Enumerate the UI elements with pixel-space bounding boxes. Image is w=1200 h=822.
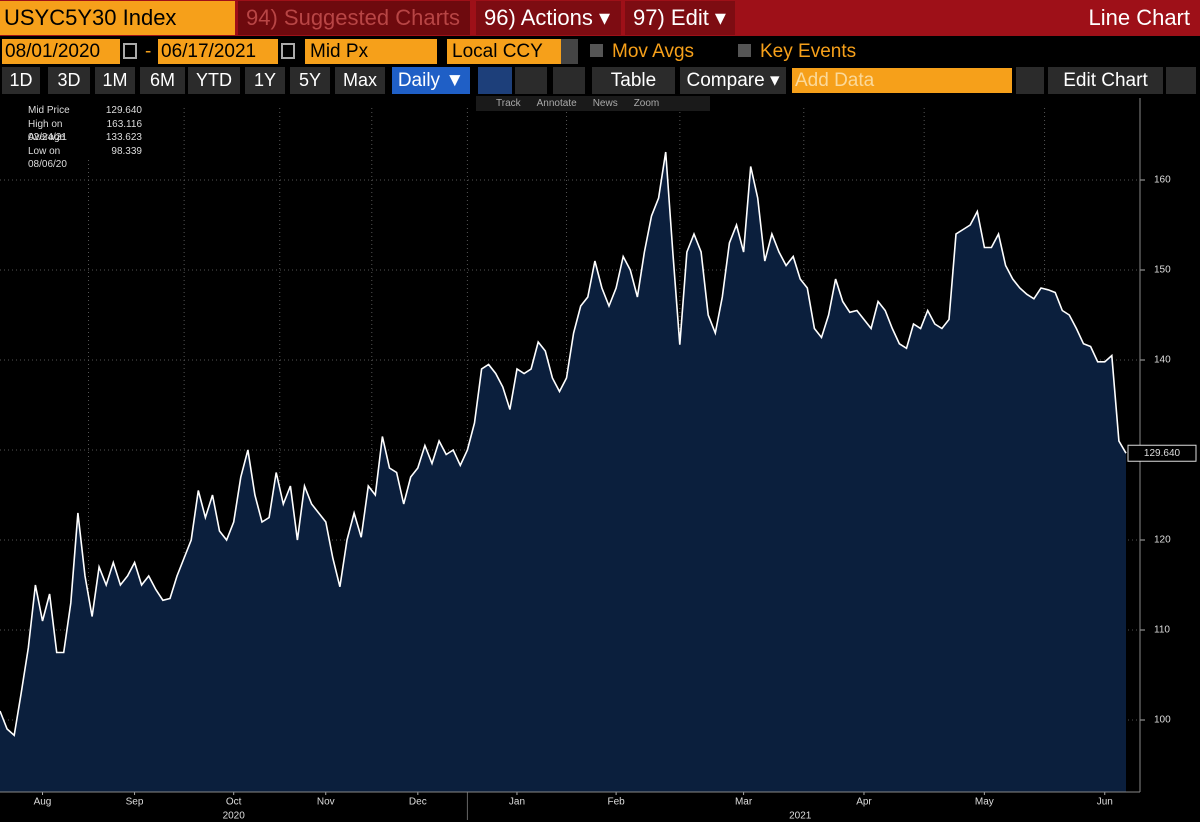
- y-tick-label: 100: [1154, 715, 1171, 726]
- legend-row: High on 02/24/21 163.116: [8, 118, 142, 144]
- x-tick-label: Feb: [607, 797, 625, 808]
- y-tick-label: 110: [1154, 625, 1170, 636]
- x-tick-label: Jun: [1097, 797, 1113, 808]
- dropdown-arrow[interactable]: [553, 67, 585, 94]
- actions-menu[interactable]: 96) Actions ▾: [476, 1, 621, 35]
- legend-value: 133.623: [105, 132, 142, 143]
- calendar-icon[interactable]: [281, 43, 295, 59]
- legend-label: High on 02/24/21: [28, 118, 67, 144]
- chart-type: Line Chart: [1088, 5, 1190, 30]
- compare-button[interactable]: Compare ▾: [680, 67, 786, 94]
- x-tick-label: Jan: [509, 797, 525, 808]
- tools-bar: Track Annotate News Zoom: [476, 96, 710, 111]
- legend-row: Mid Price 129.640: [8, 104, 142, 118]
- x-tick-label: Oct: [226, 797, 242, 808]
- currency-select[interactable]: Local CCY: [447, 39, 561, 64]
- dropdown-arrow[interactable]: [561, 39, 578, 64]
- suggested-charts[interactable]: 94) Suggested Charts: [238, 1, 470, 35]
- add-data-input[interactable]: Add Data: [792, 68, 1012, 93]
- mov-avgs[interactable]: Mov Avgs: [612, 40, 695, 62]
- x-tick-label: May: [975, 797, 994, 808]
- legend-value: 163.116: [106, 118, 142, 130]
- end-date[interactable]: 06/17/2021: [158, 39, 278, 64]
- line-icon[interactable]: [478, 67, 512, 94]
- checkbox[interactable]: [590, 44, 603, 57]
- legend-label: Low on 08/06/20: [28, 145, 67, 171]
- period-select[interactable]: Daily ▼: [392, 67, 470, 94]
- y-tick-label: 120: [1154, 535, 1171, 546]
- range-button[interactable]: 1D: [2, 67, 40, 94]
- y-tick-label: 150: [1154, 265, 1171, 276]
- ticker[interactable]: USYC5Y30 Index: [0, 1, 235, 35]
- bar-icon[interactable]: [515, 67, 547, 94]
- legend-value: 129.640: [105, 105, 142, 116]
- tool-button[interactable]: Track: [496, 98, 521, 109]
- range-button[interactable]: Max: [335, 67, 385, 94]
- edit-menu[interactable]: 97) Edit ▾: [625, 1, 735, 35]
- y-tick-label: 140: [1154, 355, 1171, 366]
- legend-row: Average 133.623: [8, 131, 142, 145]
- last-value-label: 129.640: [1144, 448, 1181, 459]
- calendar-icon[interactable]: [123, 43, 137, 59]
- tool-button[interactable]: Zoom: [633, 98, 660, 109]
- legend: Mid Price 129.640 High on 02/24/21 163.116 A…: [8, 104, 142, 171]
- area: [0, 152, 1126, 792]
- legend-label: Mid Price: [28, 105, 70, 116]
- field-select[interactable]: Mid Px: [305, 39, 437, 64]
- tool-button[interactable]: News: [592, 98, 618, 109]
- collapse-button[interactable]: [1016, 67, 1044, 94]
- year-label: 2021: [789, 811, 812, 822]
- x-tick-label: Apr: [856, 797, 872, 808]
- x-tick-label: Dec: [409, 797, 427, 808]
- edit-chart-button[interactable]: Edit Chart: [1048, 67, 1163, 94]
- tool-button[interactable]: Annotate: [536, 98, 577, 109]
- range-button[interactable]: 1M: [95, 67, 135, 94]
- x-tick-label: Nov: [317, 797, 335, 808]
- range-button[interactable]: 5Y: [290, 67, 330, 94]
- last-value-box: [1127, 444, 1197, 462]
- checkbox[interactable]: [738, 44, 751, 57]
- x-tick-label: Aug: [34, 797, 52, 808]
- date-dash: -: [145, 40, 152, 62]
- legend-label: Average: [28, 132, 66, 143]
- x-tick-label: Mar: [735, 797, 753, 808]
- x-tick-label: Sep: [126, 797, 144, 808]
- line: [0, 151, 1127, 737]
- range-button[interactable]: 6M: [140, 67, 185, 94]
- range-button[interactable]: 1Y: [245, 67, 285, 94]
- legend-value: 98.339: [111, 145, 142, 157]
- range-button[interactable]: YTD: [188, 67, 240, 94]
- legend-row: Low on 08/06/20 98.339: [8, 145, 142, 171]
- settings-button[interactable]: [1166, 67, 1196, 94]
- key-events[interactable]: Key Events: [760, 40, 857, 62]
- table-button[interactable]: Table: [592, 67, 675, 94]
- y-tick-label: 160: [1154, 175, 1171, 186]
- start-date[interactable]: 08/01/2020: [2, 39, 120, 64]
- range-button[interactable]: 3D: [48, 67, 90, 94]
- year-label: 2020: [223, 811, 246, 822]
